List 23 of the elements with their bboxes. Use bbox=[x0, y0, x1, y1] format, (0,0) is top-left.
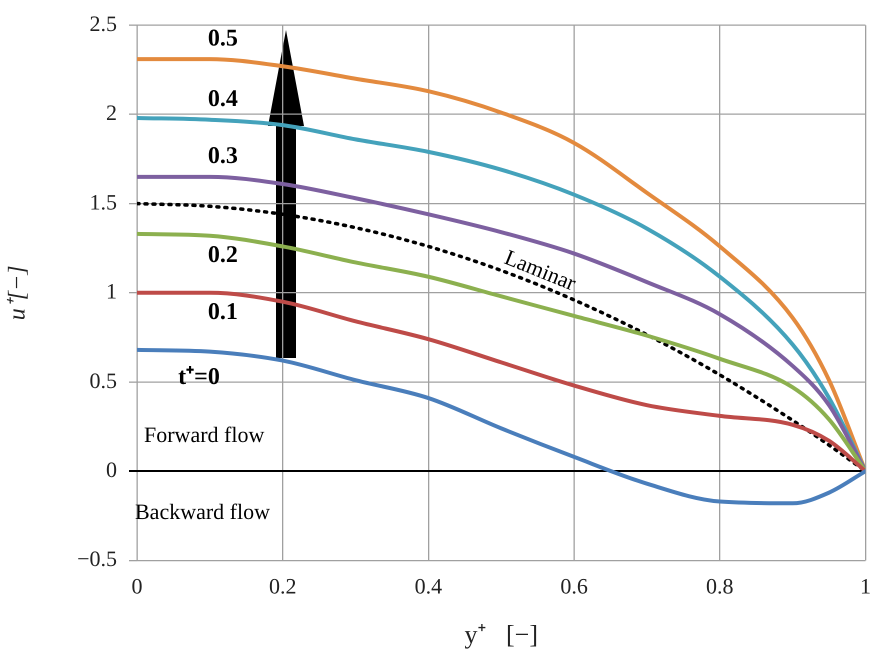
x-tick-label: 1 bbox=[860, 573, 871, 598]
series-label: t⁺=0 bbox=[178, 364, 220, 390]
x-tick-label: 0 bbox=[132, 573, 142, 598]
y-tick-label: 0 bbox=[106, 456, 117, 482]
x-axis-title: y⁺ [−] bbox=[464, 620, 538, 650]
x-tick-label: 0.2 bbox=[268, 573, 296, 598]
series-label: 0.1 bbox=[208, 299, 238, 326]
y-tick-label: 1 bbox=[106, 278, 117, 304]
y-tick-label: 2.5 bbox=[90, 10, 117, 36]
x-tick-label: 0.6 bbox=[560, 573, 588, 598]
series-label: 0.4 bbox=[208, 86, 238, 112]
annotation: Backward flow bbox=[135, 498, 270, 524]
x-tick-label: 0.4 bbox=[414, 573, 442, 598]
y-tick-label: 0.5 bbox=[90, 368, 117, 393]
y-axis-title: u⁺[−] bbox=[4, 265, 31, 320]
series-label: 0.2 bbox=[208, 242, 238, 268]
series-label: 0.3 bbox=[208, 143, 238, 170]
y-tick-label: 2 bbox=[106, 100, 117, 126]
annotation: Forward flow bbox=[144, 422, 264, 447]
y-tick-label: 1.5 bbox=[90, 189, 117, 214]
y-tick-label: −0.5 bbox=[77, 546, 117, 572]
x-tick-label: 0.8 bbox=[706, 573, 734, 598]
series-label: 0.5 bbox=[208, 25, 238, 52]
